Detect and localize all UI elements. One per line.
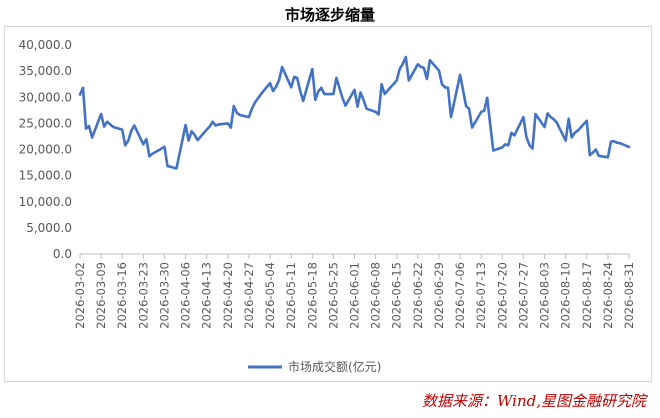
x-tick-label: 2026-03-23 [136, 262, 150, 329]
y-tick-label: 5,000.0 [26, 221, 72, 235]
x-tick-label: 2026-07-06 [453, 262, 467, 329]
legend-label: 市场成交额(亿元) [288, 359, 381, 374]
x-tick-label: 2026-06-15 [390, 262, 404, 329]
y-tick-label: 40,000.0 [19, 38, 72, 52]
y-tick-label: 35,000.0 [19, 64, 72, 78]
x-tick-label: 2026-08-24 [601, 262, 615, 329]
x-tick-label: 2026-06-08 [369, 262, 383, 329]
chart-title: 市场逐步缩量 [284, 6, 375, 24]
y-tick-label: 25,000.0 [19, 116, 72, 130]
x-tick-label: 2026-06-22 [411, 262, 425, 329]
y-tick-label: 30,000.0 [19, 90, 72, 104]
x-tick-label: 2026-05-04 [263, 262, 277, 329]
source-note: 数据来源：Wind,星图金融研究院 [422, 392, 646, 410]
y-tick-label: 10,000.0 [19, 195, 72, 209]
x-tick-label: 2026-07-20 [495, 262, 509, 329]
x-tick-label: 2026-03-16 [115, 262, 129, 329]
x-tick-label: 2026-03-02 [73, 262, 87, 329]
x-tick-label: 2026-05-25 [326, 262, 340, 329]
x-tick-label: 2026-07-27 [516, 262, 530, 329]
x-tick-label: 2026-06-29 [432, 262, 446, 329]
x-tick-label: 2026-06-01 [348, 262, 362, 329]
x-tick-label: 2026-08-17 [580, 262, 594, 329]
x-tick-label: 2026-04-20 [221, 262, 235, 329]
y-tick-label: 20,000.0 [19, 143, 72, 157]
x-tick-label: 2026-08-10 [559, 262, 573, 329]
x-tick-label: 2026-08-03 [538, 262, 552, 329]
x-tick-label: 2026-08-31 [622, 262, 636, 329]
x-tick-label: 2026-04-27 [242, 262, 256, 329]
chart-frame [4, 26, 652, 382]
x-tick-label: 2026-05-11 [284, 262, 298, 329]
x-tick-label: 2026-03-30 [157, 262, 171, 329]
y-tick-label: 15,000.0 [19, 169, 72, 183]
series-line [78, 55, 631, 170]
x-tick-label: 2026-04-13 [200, 262, 214, 329]
y-tick-label: 0.0 [53, 247, 72, 261]
x-tick-label: 2026-04-06 [179, 262, 193, 329]
x-tick-label: 2026-03-09 [94, 262, 108, 329]
x-tick-label: 2026-05-18 [305, 262, 319, 329]
x-tick-label: 2026-07-13 [474, 262, 488, 329]
